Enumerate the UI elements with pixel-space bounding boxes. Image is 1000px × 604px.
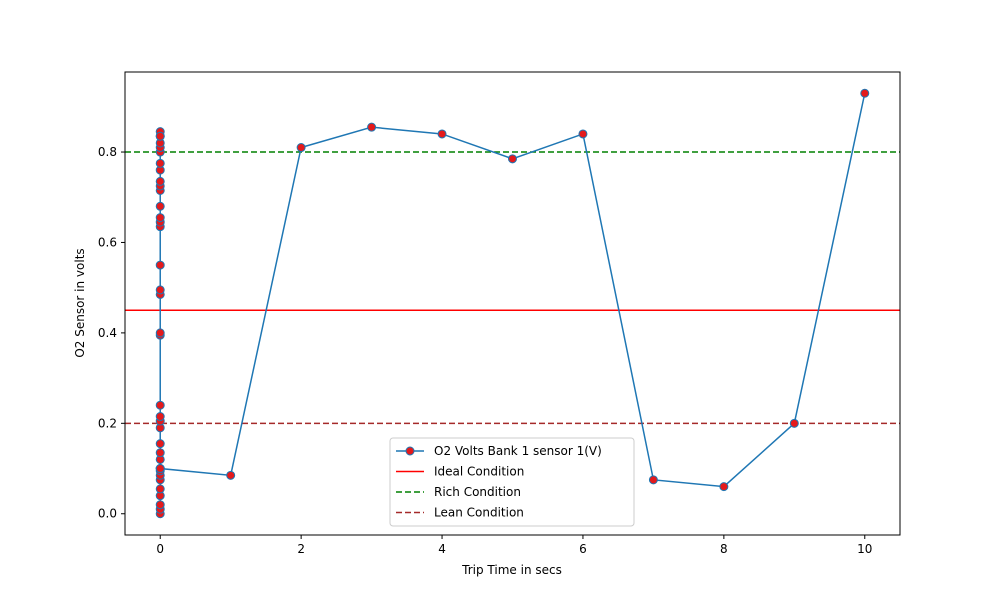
data-point (155, 400, 165, 410)
data-point (155, 448, 165, 458)
legend-label: Lean Condition (434, 506, 524, 520)
x-tick-label: 4 (438, 542, 446, 556)
data-point (578, 129, 588, 139)
reference-lines (125, 151, 900, 425)
x-tick-label: 8 (720, 542, 728, 556)
x-axis: 0 2 4 6 8 10 (156, 535, 872, 556)
y-axis-label: O2 Sensor in volts (73, 248, 87, 357)
data-point (155, 484, 165, 494)
legend-label: Ideal Condition (434, 465, 524, 479)
x-tick-label: 6 (579, 542, 587, 556)
data-point (155, 464, 165, 474)
data-point (155, 412, 165, 422)
data-point (437, 129, 447, 139)
data-point (508, 154, 517, 164)
data-point (789, 418, 799, 428)
data-point (296, 143, 306, 153)
y-tick-label: 0.2 (98, 416, 117, 430)
y-tick-label: 0.8 (98, 145, 117, 159)
plot-frame (124, 71, 901, 536)
data-point (155, 176, 165, 186)
data-point (155, 201, 165, 211)
data-point (155, 131, 165, 141)
legend-label: O2 Volts Bank 1 sensor 1(V) (434, 444, 602, 458)
data-point (155, 260, 165, 270)
y-axis: 0.0 0.2 0.4 0.6 0.8 (98, 145, 125, 521)
x-tick-label: 10 (857, 542, 872, 556)
legend-marker (405, 446, 415, 456)
x-tick-label: 0 (156, 542, 164, 556)
y-tick-label: 0.0 (98, 507, 117, 521)
data-point (648, 475, 658, 485)
x-axis-label: Trip Time in secs (461, 563, 562, 577)
data-point (367, 122, 377, 132)
series-layer (155, 88, 870, 519)
data-point (226, 470, 236, 480)
y-tick-label: 0.6 (98, 235, 117, 249)
data-point (155, 328, 165, 338)
data-point (155, 439, 165, 449)
x-tick-label: 2 (297, 542, 305, 556)
data-point (155, 158, 165, 168)
legend-box (389, 437, 635, 527)
data-point (719, 482, 729, 492)
data-point (155, 285, 165, 295)
data-point (860, 88, 870, 98)
data-point (155, 213, 165, 223)
data-point (155, 500, 165, 510)
legend-label: Rich Condition (434, 485, 521, 499)
legend: O2 Volts Bank 1 sensor 1(V) Ideal Conditi… (389, 437, 635, 527)
y-tick-label: 0.4 (98, 326, 117, 340)
